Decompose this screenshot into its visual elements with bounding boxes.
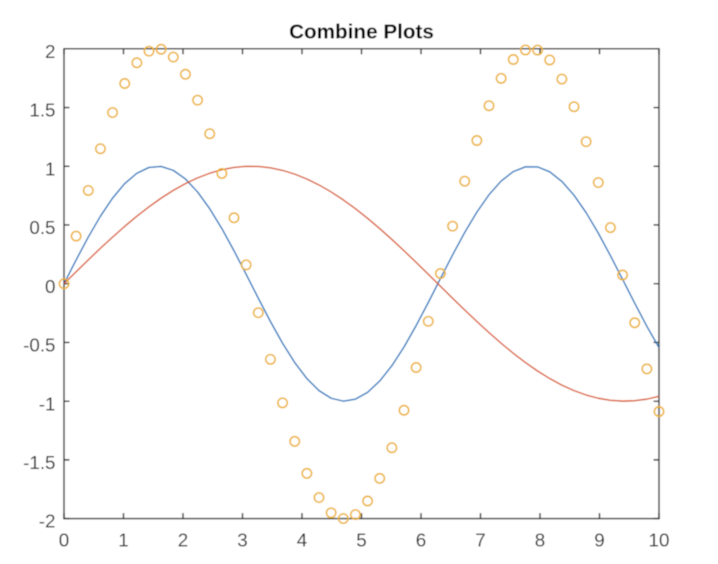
svg-text:1.5: 1.5 — [29, 100, 55, 121]
svg-text:4: 4 — [297, 530, 307, 551]
svg-text:9: 9 — [594, 530, 604, 551]
svg-text:2: 2 — [45, 41, 55, 62]
svg-text:-0.5: -0.5 — [23, 335, 55, 356]
svg-text:8: 8 — [535, 530, 545, 551]
svg-text:1: 1 — [45, 158, 55, 179]
svg-text:0: 0 — [59, 530, 69, 551]
svg-text:1: 1 — [118, 530, 128, 551]
svg-text:7: 7 — [475, 530, 485, 551]
svg-text:Combine Plots: Combine Plots — [289, 21, 434, 44]
svg-text:10: 10 — [649, 530, 670, 551]
svg-text:3: 3 — [237, 530, 247, 551]
svg-text:0: 0 — [45, 276, 55, 297]
svg-text:0.5: 0.5 — [29, 217, 55, 238]
svg-text:6: 6 — [416, 530, 426, 551]
svg-text:5: 5 — [356, 530, 366, 551]
svg-text:-2: -2 — [39, 511, 56, 532]
svg-text:-1: -1 — [39, 393, 56, 414]
svg-text:2: 2 — [178, 530, 188, 551]
svg-text:-1.5: -1.5 — [23, 452, 55, 473]
